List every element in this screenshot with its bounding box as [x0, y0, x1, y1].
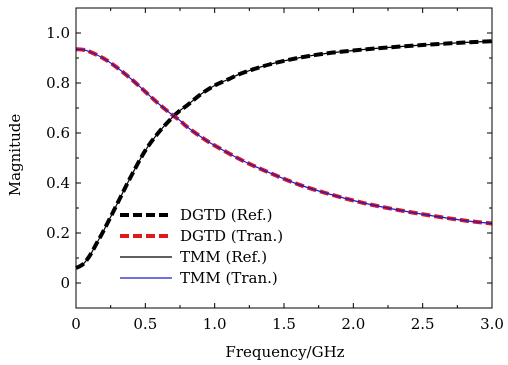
- y-tick-label: 0.4: [46, 174, 70, 192]
- y-tick-label: 1.0: [46, 24, 70, 42]
- legend-label-1: DGTD (Tran.): [180, 227, 283, 245]
- x-tick-label: 1.0: [203, 315, 227, 333]
- y-tick-label: 0.8: [46, 74, 70, 92]
- x-axis-title: Frequency/GHz: [225, 343, 344, 361]
- series-line-2: [75, 40, 493, 269]
- legend: DGTD (Ref.) DGTD (Tran.) TMM (Ref.) TMM (Tr…: [120, 206, 283, 287]
- x-tick-label: 1.5: [272, 315, 296, 333]
- x-tick-label: 0: [71, 315, 81, 333]
- axes-layer: 0 0.5 1.0 1.5 2.0 2.5 3.0 0 0.2 0.4 0.6 0.8 1.0: [46, 7, 504, 333]
- plot-frame: [75, 7, 493, 309]
- y-tick-label: 0: [60, 274, 70, 292]
- x-tick-label: 2.0: [341, 315, 365, 333]
- series-line-0: [75, 39, 493, 270]
- y-tick-label: 0.6: [46, 124, 70, 142]
- series-layer: [75, 39, 493, 270]
- y-tick-label: 0.2: [46, 224, 70, 242]
- x-tick-label: 3.0: [480, 315, 504, 333]
- y-axis-title: Magnitude: [6, 114, 24, 197]
- series-line-3: [75, 48, 493, 225]
- x-tick-label: 0.5: [133, 315, 157, 333]
- legend-label-3: TMM (Tran.): [180, 269, 278, 287]
- legend-label-0: DGTD (Ref.): [180, 206, 272, 224]
- series-line-1: [75, 47, 493, 226]
- x-tick-label: 2.5: [411, 315, 435, 333]
- legend-label-2: TMM (Ref.): [180, 248, 267, 266]
